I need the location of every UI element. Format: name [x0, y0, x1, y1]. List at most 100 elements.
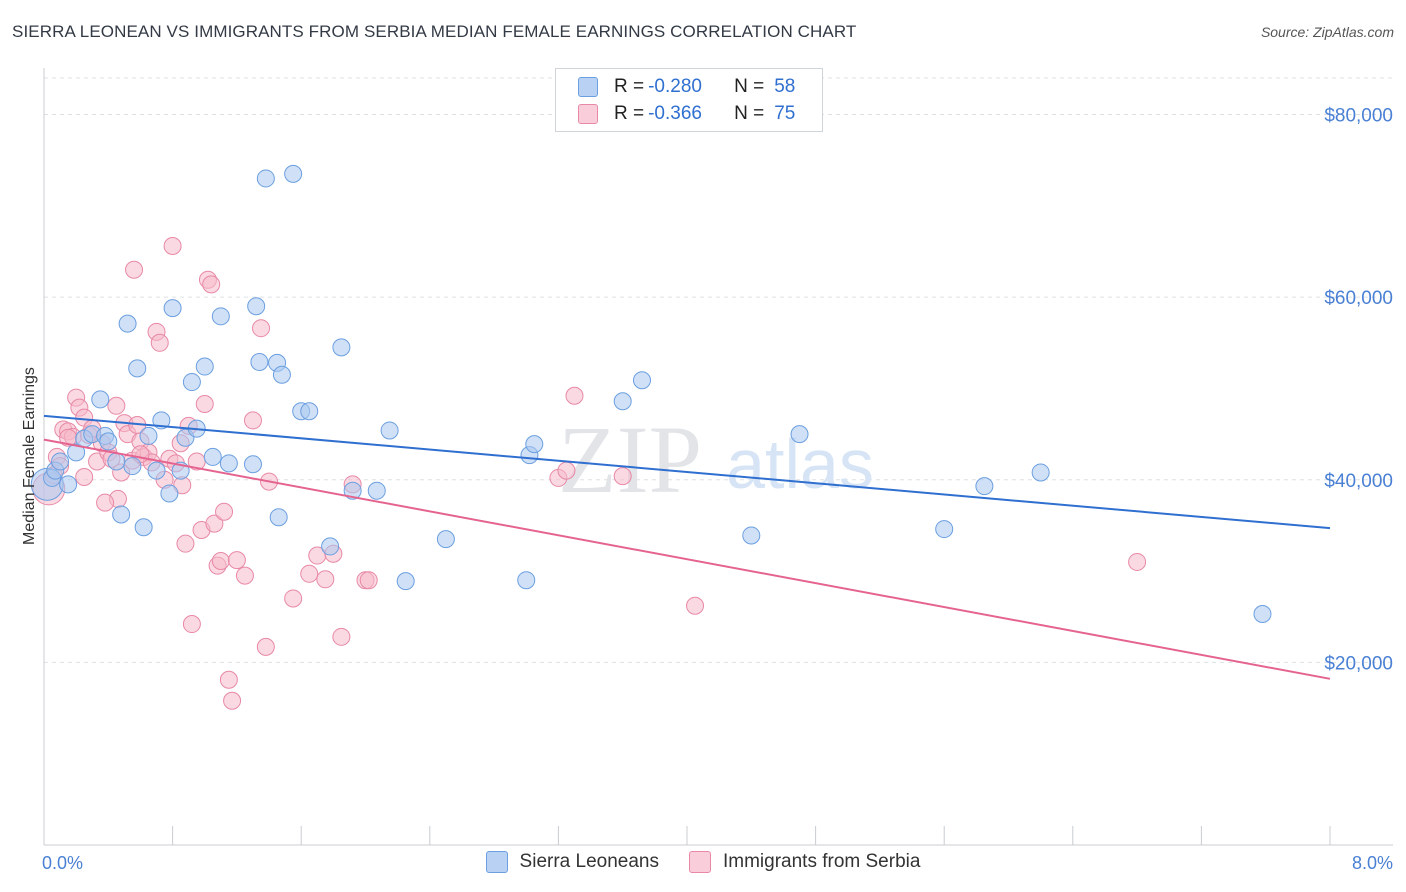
serbia-point	[557, 461, 576, 480]
sierra-leonean-point	[517, 571, 536, 590]
legend-item-sierra-leoneans[interactable]: Sierra Leoneans	[485, 851, 659, 873]
sierra-leonean-point	[152, 411, 171, 430]
series-sierra-leonean-points	[30, 164, 1272, 623]
legend-swatch-pink	[688, 851, 711, 873]
serbia-point	[243, 411, 262, 430]
sierra-leonean-point	[182, 373, 201, 392]
serbia-point	[211, 552, 230, 571]
legend-r-value: -0.366	[648, 103, 702, 124]
sierra-leonean-point	[269, 508, 288, 527]
sierra-leonean-point	[284, 164, 303, 183]
serbia-point	[1128, 552, 1147, 571]
y-tick-label: $40,000	[1324, 471, 1393, 492]
sierra-leonean-point	[396, 572, 415, 591]
sierra-leonean-point	[332, 338, 351, 357]
sierra-leonean-point	[742, 526, 761, 545]
sierra-leonean-point	[107, 452, 126, 471]
legend-r-label: R =	[614, 76, 645, 97]
serbia-point	[182, 615, 201, 634]
serbia-point	[284, 589, 303, 608]
watermark-zip: ZIP	[558, 406, 702, 513]
serbia-point	[195, 394, 214, 413]
source-label: Source: ZipAtlas.com	[1260, 24, 1394, 40]
sierra-leonean-point	[203, 447, 222, 466]
legend-swatch-blue	[578, 77, 598, 97]
series-legend: Sierra Leoneans Immigrants from Serbia	[0, 851, 1406, 873]
sierra-leonean-point	[91, 390, 110, 409]
y-tick-label: $20,000	[1324, 653, 1393, 674]
sierra-leonean-point	[1031, 463, 1050, 482]
serbia-point	[227, 551, 246, 570]
sierra-leonean-point	[525, 435, 544, 454]
serbia-point	[565, 386, 584, 405]
sierra-leonean-point	[243, 455, 262, 474]
legend-label: Immigrants from Serbia	[722, 851, 921, 872]
sierra-leonean-point	[51, 452, 70, 471]
watermark: ZIP atlas	[558, 406, 874, 513]
sierra-leonean-point	[632, 371, 651, 390]
legend-item-serbia[interactable]: Immigrants from Serbia	[688, 851, 921, 873]
legend-n-label: N =	[734, 76, 765, 97]
chart-title: SIERRA LEONEAN VS IMMIGRANTS FROM SERBIA…	[12, 22, 857, 41]
sierra-leonean-point	[367, 481, 386, 500]
legend-swatch-blue	[485, 851, 508, 873]
legend-n-value: 75	[774, 103, 796, 124]
serbia-point	[107, 396, 126, 415]
sierra-leonean-point	[300, 402, 319, 421]
sierra-leonean-point	[160, 484, 179, 503]
sierra-leonean-point	[139, 426, 158, 445]
sierra-leonean-point	[195, 357, 214, 376]
sierra-leonean-point	[112, 505, 131, 524]
serbia-point	[219, 670, 238, 689]
serbia-point	[150, 333, 169, 352]
correlation-legend: R = -0.280 N = 58 R = -0.366 N = 75	[555, 68, 823, 132]
sierra-leonean-point	[99, 432, 118, 451]
serbia-point	[256, 637, 275, 656]
sierra-leonean-point	[134, 518, 153, 537]
y-axis-label: Median Female Earnings	[21, 367, 38, 545]
serbia-point	[613, 467, 632, 486]
sierra-leonean-point	[790, 425, 809, 444]
sierra-leonean-point	[380, 421, 399, 440]
legend-n-value: 58	[774, 76, 796, 97]
sierra-leonean-point	[250, 352, 269, 371]
serbia-point	[332, 627, 351, 646]
sierra-leonean-point	[975, 477, 994, 496]
sierra-leonean-point	[343, 481, 362, 500]
trend-line-sierra-leonean	[43, 414, 1331, 530]
sierra-leonean-point	[272, 365, 291, 384]
sierra-leonean-point	[163, 299, 182, 318]
x-tick-label-right: 8.0%	[1352, 853, 1393, 873]
serbia-point	[300, 564, 319, 583]
sierra-leonean-point	[211, 307, 230, 326]
serbia-point	[686, 596, 705, 615]
sierra-leonean-point	[321, 537, 340, 556]
sierra-leonean-point	[118, 314, 137, 333]
y-tick-labels: $20,000 $40,000 $60,000 $80,000	[1324, 106, 1393, 675]
serbia-point	[359, 571, 378, 590]
axes	[43, 68, 1393, 846]
serbia-point	[316, 570, 335, 589]
legend-r-label: R =	[614, 103, 645, 124]
trend-lines	[43, 414, 1331, 680]
legend-n-label: N =	[734, 103, 765, 124]
sierra-leonean-point	[613, 392, 632, 411]
legend-row-sierra-leonean: R = -0.280 N = 58	[578, 74, 795, 100]
serbia-point	[202, 275, 221, 294]
serbia-point	[215, 502, 234, 521]
y-tick-label: $80,000	[1324, 106, 1393, 127]
sierra-leonean-point	[67, 443, 86, 462]
trend-line-serbia	[43, 438, 1331, 680]
serbia-point	[96, 493, 115, 512]
x-tick-label-left: 0.0%	[42, 853, 83, 873]
serbia-point	[163, 237, 182, 256]
serbia-point	[75, 468, 94, 487]
sierra-leonean-point	[436, 530, 455, 549]
sierra-leonean-point	[123, 457, 142, 476]
sierra-leonean-point	[59, 475, 78, 494]
legend-label: Sierra Leoneans	[519, 851, 659, 872]
y-tick-label: $60,000	[1324, 288, 1393, 309]
serbia-point	[176, 534, 195, 553]
serbia-point	[252, 319, 271, 338]
